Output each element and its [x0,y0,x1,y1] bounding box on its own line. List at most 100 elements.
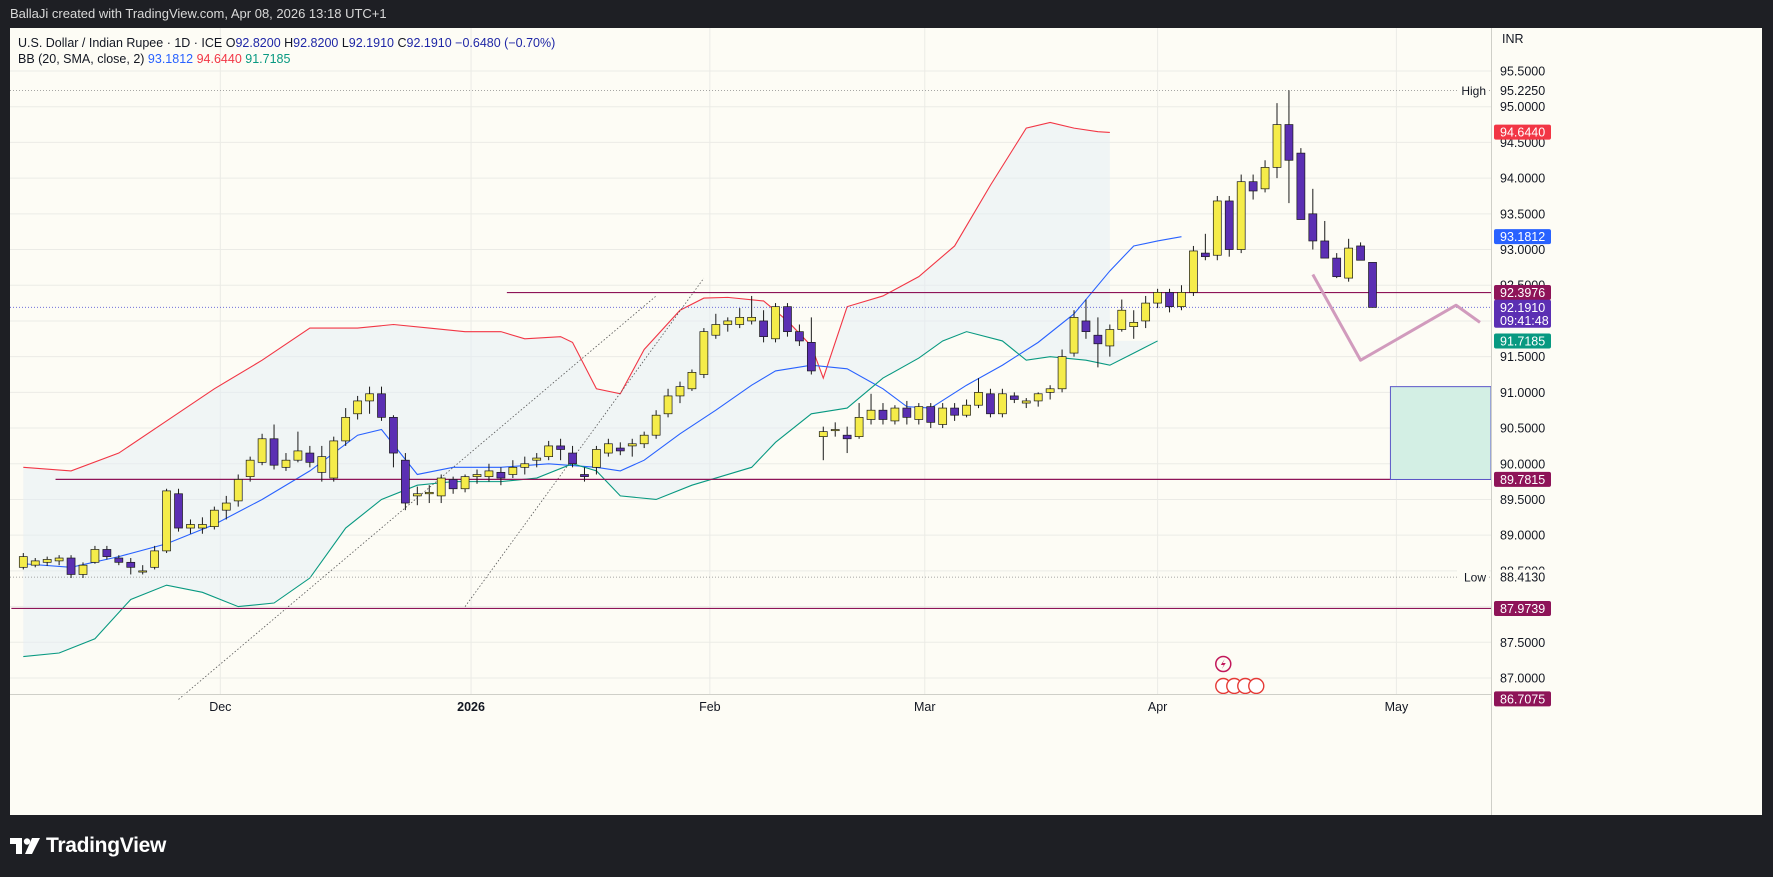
candle-up[interactable] [592,449,601,468]
candle-up[interactable] [532,457,542,461]
candle-up[interactable] [293,450,303,461]
candle-up[interactable] [1344,247,1353,279]
candle-down[interactable] [102,549,112,557]
candle-up[interactable] [221,502,231,511]
candle-down[interactable] [783,306,792,333]
candle-up[interactable] [460,476,470,490]
candle-up[interactable] [245,459,255,477]
symbol-title[interactable]: U.S. Dollar / Indian Rupee · 1D · ICE [18,36,223,50]
candle-down[interactable] [806,342,816,372]
candle-up[interactable] [830,429,840,432]
candle-up[interactable] [938,407,948,425]
candle-up[interactable] [890,407,900,422]
candle-down[interactable] [878,409,888,420]
candle-down[interactable] [174,493,183,529]
candle-down[interactable] [1248,181,1258,192]
candle-up[interactable] [1045,388,1055,393]
candle-up[interactable] [544,445,554,457]
candle-down[interactable] [795,331,804,342]
projection-path[interactable] [1311,273,1481,362]
candle-up[interactable] [711,324,721,336]
candle-up[interactable] [484,470,494,477]
target-box[interactable] [1389,386,1492,480]
candle-down[interactable] [1368,262,1377,308]
candle-up[interactable] [723,320,733,325]
candle-up[interactable] [365,393,374,402]
candle-up[interactable] [818,431,828,437]
candle-up[interactable] [1177,292,1186,308]
candle-up[interactable] [162,490,171,552]
candle-up[interactable] [914,406,924,420]
candle-up[interactable] [627,443,637,447]
candle-up[interactable] [651,414,661,436]
candle-up[interactable] [1141,302,1151,322]
us-flag-event-icon[interactable] [1248,677,1265,695]
candle-down[interactable] [1320,240,1330,259]
candle-up[interactable] [508,466,518,475]
candle-down[interactable] [377,393,386,418]
candle-up[interactable] [1153,292,1162,304]
candle-down[interactable] [1201,252,1210,258]
trend-line[interactable] [464,277,705,607]
candle-down[interactable] [926,406,936,423]
candle-up[interactable] [1260,167,1270,190]
candle-up[interactable] [747,317,756,322]
candle-down[interactable] [986,393,995,415]
candle-up[interactable] [1236,181,1246,250]
candle-down[interactable] [842,434,852,440]
candle-down[interactable] [950,407,959,416]
candle-down[interactable] [1081,320,1091,333]
candle-down[interactable] [448,479,458,490]
candle-up[interactable] [90,549,100,563]
candle-up[interactable] [472,474,482,477]
candle-up[interactable] [54,557,64,562]
candle-up[interactable] [436,477,446,497]
candle-up[interactable] [1033,393,1043,402]
tradingview-logo[interactable]: TradingView [10,834,166,858]
candle-up[interactable] [1021,400,1031,404]
candle-down[interactable] [1009,395,1019,400]
candle-up[interactable] [233,479,243,502]
candle-down[interactable] [1356,245,1365,261]
candle-down[interactable] [305,452,315,463]
candle-up[interactable] [329,440,339,479]
candle-up[interactable] [962,404,971,416]
candle-up[interactable] [866,409,876,420]
candle-up[interactable] [412,493,422,497]
candle-down[interactable] [126,561,136,568]
candle-up[interactable] [735,317,745,325]
currency-label[interactable]: INR [1502,32,1524,46]
candle-down[interactable] [1284,124,1294,161]
candle-up[interactable] [1069,317,1079,354]
candle-up[interactable] [998,393,1007,415]
candle-up[interactable] [974,392,983,406]
candle-up[interactable] [1057,356,1067,390]
candle-down[interactable] [902,407,912,418]
candle-up[interactable] [198,524,207,529]
bb-indicator-label[interactable]: BB (20, SMA, close, 2) [18,52,145,66]
candle-down[interactable] [615,447,625,452]
candle-down[interactable] [1308,213,1318,242]
candle-down[interactable] [1224,200,1234,250]
candle-down[interactable] [66,557,76,575]
candle-up[interactable] [663,395,673,415]
candle-up[interactable] [1105,329,1115,347]
candle-up[interactable] [30,560,40,566]
candle-up[interactable] [520,463,530,468]
candle-up[interactable] [257,438,267,463]
candle-up[interactable] [341,416,351,442]
chart-panel[interactable]: 87.000087.500088.000088.500089.000089.50… [10,28,1762,815]
candle-down[interactable] [556,445,565,450]
candle-up[interactable] [1117,309,1127,330]
candle-down[interactable] [1165,292,1174,308]
candle-up[interactable] [281,459,291,468]
candle-down[interactable] [1296,152,1306,220]
candle-up[interactable] [1272,124,1282,168]
candle-down[interactable] [568,452,577,465]
chart-canvas[interactable]: 87.000087.500088.000088.500089.000089.50… [10,28,1762,815]
candle-up[interactable] [186,524,195,529]
candle-down[interactable] [759,320,768,338]
candle-down[interactable] [401,459,410,504]
candle-up[interactable] [1129,322,1139,328]
candle-up[interactable] [675,386,685,397]
